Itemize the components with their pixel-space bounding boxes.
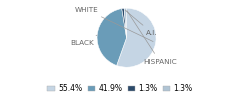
Wedge shape [117,8,156,67]
Text: A.I.: A.I. [125,10,158,36]
Wedge shape [97,9,126,66]
Wedge shape [122,8,126,38]
Wedge shape [124,8,126,38]
Text: HISPANIC: HISPANIC [127,11,177,64]
Legend: 55.4%, 41.9%, 1.3%, 1.3%: 55.4%, 41.9%, 1.3%, 1.3% [44,81,196,96]
Text: WHITE: WHITE [75,7,153,42]
Text: BLACK: BLACK [70,35,97,46]
